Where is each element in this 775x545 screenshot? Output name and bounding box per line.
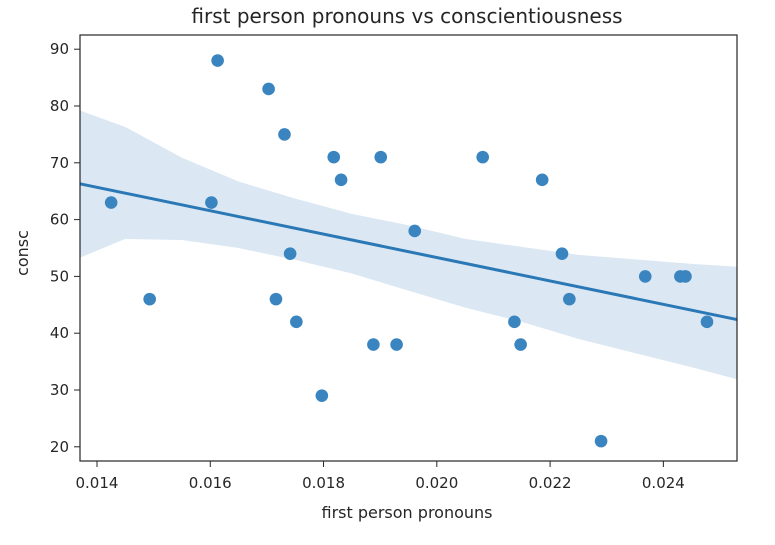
y-axis-label: consc [13, 230, 32, 276]
plot-frame [79, 34, 738, 462]
x-axis-ticks: 0.014 0.016 0.018 0.020 0.022 0.024 [76, 461, 685, 492]
y-tick-label: 50 [50, 267, 69, 285]
x-tick-label: 0.016 [189, 474, 232, 492]
y-tick-label: 90 [50, 40, 69, 58]
data-point [555, 247, 569, 260]
x-tick-label: 0.024 [642, 474, 685, 492]
y-tick-label: 20 [50, 438, 69, 456]
confidence-band [80, 110, 737, 380]
data-point [278, 128, 291, 141]
y-tick-label: 30 [50, 381, 69, 399]
data-point [290, 315, 303, 329]
regression-line-layer [79, 182, 738, 322]
data-point [535, 173, 549, 187]
x-axis-label: first person pronouns [322, 503, 493, 522]
y-tick-label: 60 [50, 211, 69, 229]
data-point [205, 196, 218, 209]
confidence-band-layer [80, 110, 737, 380]
data-point [143, 292, 156, 306]
regression-line [79, 182, 738, 322]
data-point [374, 150, 388, 164]
data-point [211, 54, 224, 67]
y-tick-label: 40 [50, 324, 69, 342]
data-point [390, 338, 403, 351]
x-tick-label: 0.014 [76, 474, 119, 492]
data-point [594, 434, 608, 448]
data-point [514, 338, 527, 351]
data-point [315, 389, 329, 402]
x-tick-label: 0.018 [302, 474, 345, 492]
data-point [476, 150, 489, 164]
data-point [367, 338, 380, 351]
y-tick-label: 70 [50, 154, 69, 172]
data-point [104, 196, 118, 209]
chart-title: first person pronouns vs conscientiousne… [191, 4, 622, 28]
data-point [679, 270, 692, 283]
data-point [563, 292, 576, 306]
y-tick-label: 80 [50, 97, 69, 115]
x-tick-label: 0.020 [415, 474, 458, 492]
data-point [262, 82, 275, 96]
data-point [638, 270, 652, 283]
data-point [334, 173, 348, 187]
x-tick-label: 0.022 [529, 474, 572, 492]
data-point [408, 224, 422, 238]
data-point [700, 315, 714, 329]
data-point [508, 315, 521, 329]
data-point [283, 247, 297, 260]
data-point [327, 150, 341, 164]
data-point [269, 292, 283, 306]
y-axis-ticks: 20 30 40 50 60 70 80 90 [50, 40, 80, 456]
data-points [104, 54, 714, 448]
